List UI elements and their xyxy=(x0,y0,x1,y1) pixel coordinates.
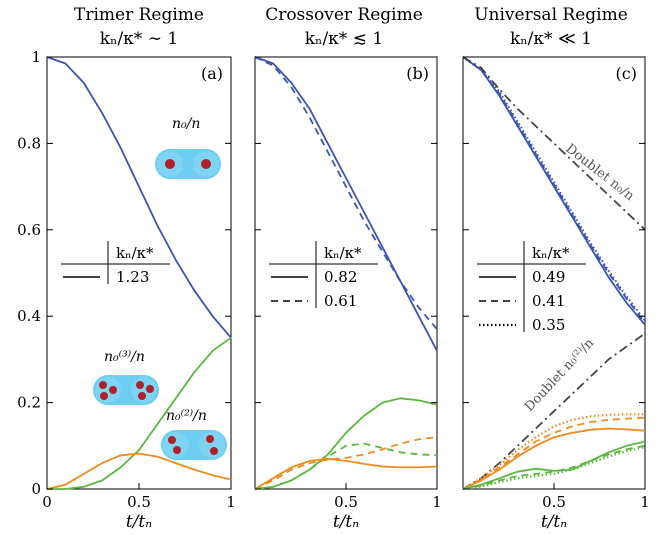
series-line-4 xyxy=(254,442,438,490)
series-line-3 xyxy=(254,397,438,490)
y-tick-label: 0.8 xyxy=(17,134,41,152)
annotation-doublet-n0: Doublet n₀/n xyxy=(563,141,638,204)
panel-b-title: Crossover Regime xyxy=(265,5,423,25)
x-axis-label: t/tₙ xyxy=(126,512,152,532)
panel-b: 0.5 1 t/tₙ (b) kₙ/κ* 0.82 0.61 xyxy=(254,56,442,532)
series-line-1 xyxy=(254,56,438,352)
x-tick-label: 0.5 xyxy=(334,493,358,511)
panel-a: 0 0.5 1 0 0.2 0.4 0.6 0.8 1 t/tₙ (a) kₙ/κ* 1.23 xyxy=(17,48,236,532)
series-line-3 xyxy=(462,56,646,322)
series-line-6 xyxy=(254,436,438,490)
panel-label: (b) xyxy=(406,64,429,83)
trimer-molecule-illustration xyxy=(93,375,159,405)
panel-b-header: Crossover Regime kₙ/κ* ≲ 1 xyxy=(265,5,423,49)
panel-a-title: Trimer Regime xyxy=(74,5,204,25)
panel-c: 0.5 1 t/tₙ (c) kₙ/κ* 0.49 0.41 0.35 xyxy=(462,56,650,532)
x-tick-label: 1 xyxy=(640,493,650,511)
series-line-2 xyxy=(462,56,646,324)
x-tick-label: 0.5 xyxy=(542,493,566,511)
series-line-2 xyxy=(254,56,438,330)
x-axis-label: t/tₙ xyxy=(541,512,567,532)
series-line-8 xyxy=(462,413,645,490)
series-line-7 xyxy=(462,416,646,490)
y-tick-label: 0.2 xyxy=(17,394,41,412)
legend-entry-label: 1.23 xyxy=(116,268,149,286)
dimer-molecule-illustration xyxy=(155,149,221,179)
panel-c-title: Universal Regime xyxy=(474,5,628,25)
y-tick-label: 1 xyxy=(31,48,41,66)
series-line-3 xyxy=(46,452,232,490)
legend-entry-label: 0.61 xyxy=(324,292,357,310)
legend-header: kₙ/κ* xyxy=(116,244,154,262)
series-line-5 xyxy=(462,332,646,490)
series-line-1 xyxy=(462,56,646,326)
legend-header: kₙ/κ* xyxy=(324,244,362,262)
panel-label: (a) xyxy=(201,64,223,83)
panel-label: (c) xyxy=(616,64,637,83)
panel-b-subtitle: kₙ/κ* ≲ 1 xyxy=(305,29,383,49)
panel-a-header: Trimer Regime kₙ/κ* ∼ 1 xyxy=(74,5,204,49)
y-tick-label: 0.6 xyxy=(17,221,41,239)
x-tick-label: 0.5 xyxy=(127,493,151,511)
panel-a-subtitle: kₙ/κ* ∼ 1 xyxy=(100,29,178,49)
x-tick-label: 1 xyxy=(432,493,442,511)
legend-header: kₙ/κ* xyxy=(532,244,570,262)
annotation-n0-2: n₀⁽²⁾/n xyxy=(166,408,207,424)
panel-c-subtitle: kₙ/κ* ≪ 1 xyxy=(510,29,592,49)
x-axis-label: t/tₙ xyxy=(333,512,359,532)
series-line-1 xyxy=(46,56,232,339)
series-line-10 xyxy=(462,444,646,490)
x-tick-label: 0 xyxy=(42,493,52,511)
series-line-11 xyxy=(462,446,646,491)
series-line-5 xyxy=(254,457,438,490)
y-tick-label: 0 xyxy=(31,480,41,498)
doublet-molecule-illustration xyxy=(161,430,227,460)
legend-entry-label: 0.35 xyxy=(532,316,565,334)
legend-entry-label: 0.49 xyxy=(532,268,565,286)
annotation-n0-3: n₀⁽³⁾/n xyxy=(104,349,145,365)
panel-c-header: Universal Regime kₙ/κ* ≪ 1 xyxy=(474,5,628,49)
annotation-n0: n₀/n xyxy=(172,116,200,132)
y-tick-label: 0.4 xyxy=(17,307,41,325)
series-line-2 xyxy=(47,337,232,490)
series-line-6 xyxy=(462,427,646,490)
annotation-doublet-n0-2: Doublet n₀⁽²⁾/n xyxy=(522,335,598,414)
legend-entry-label: 0.41 xyxy=(532,292,565,310)
legend-entry-label: 0.82 xyxy=(324,268,357,286)
series-line-9 xyxy=(462,440,646,490)
series-line-4 xyxy=(462,56,646,231)
x-tick-label: 1 xyxy=(226,493,236,511)
